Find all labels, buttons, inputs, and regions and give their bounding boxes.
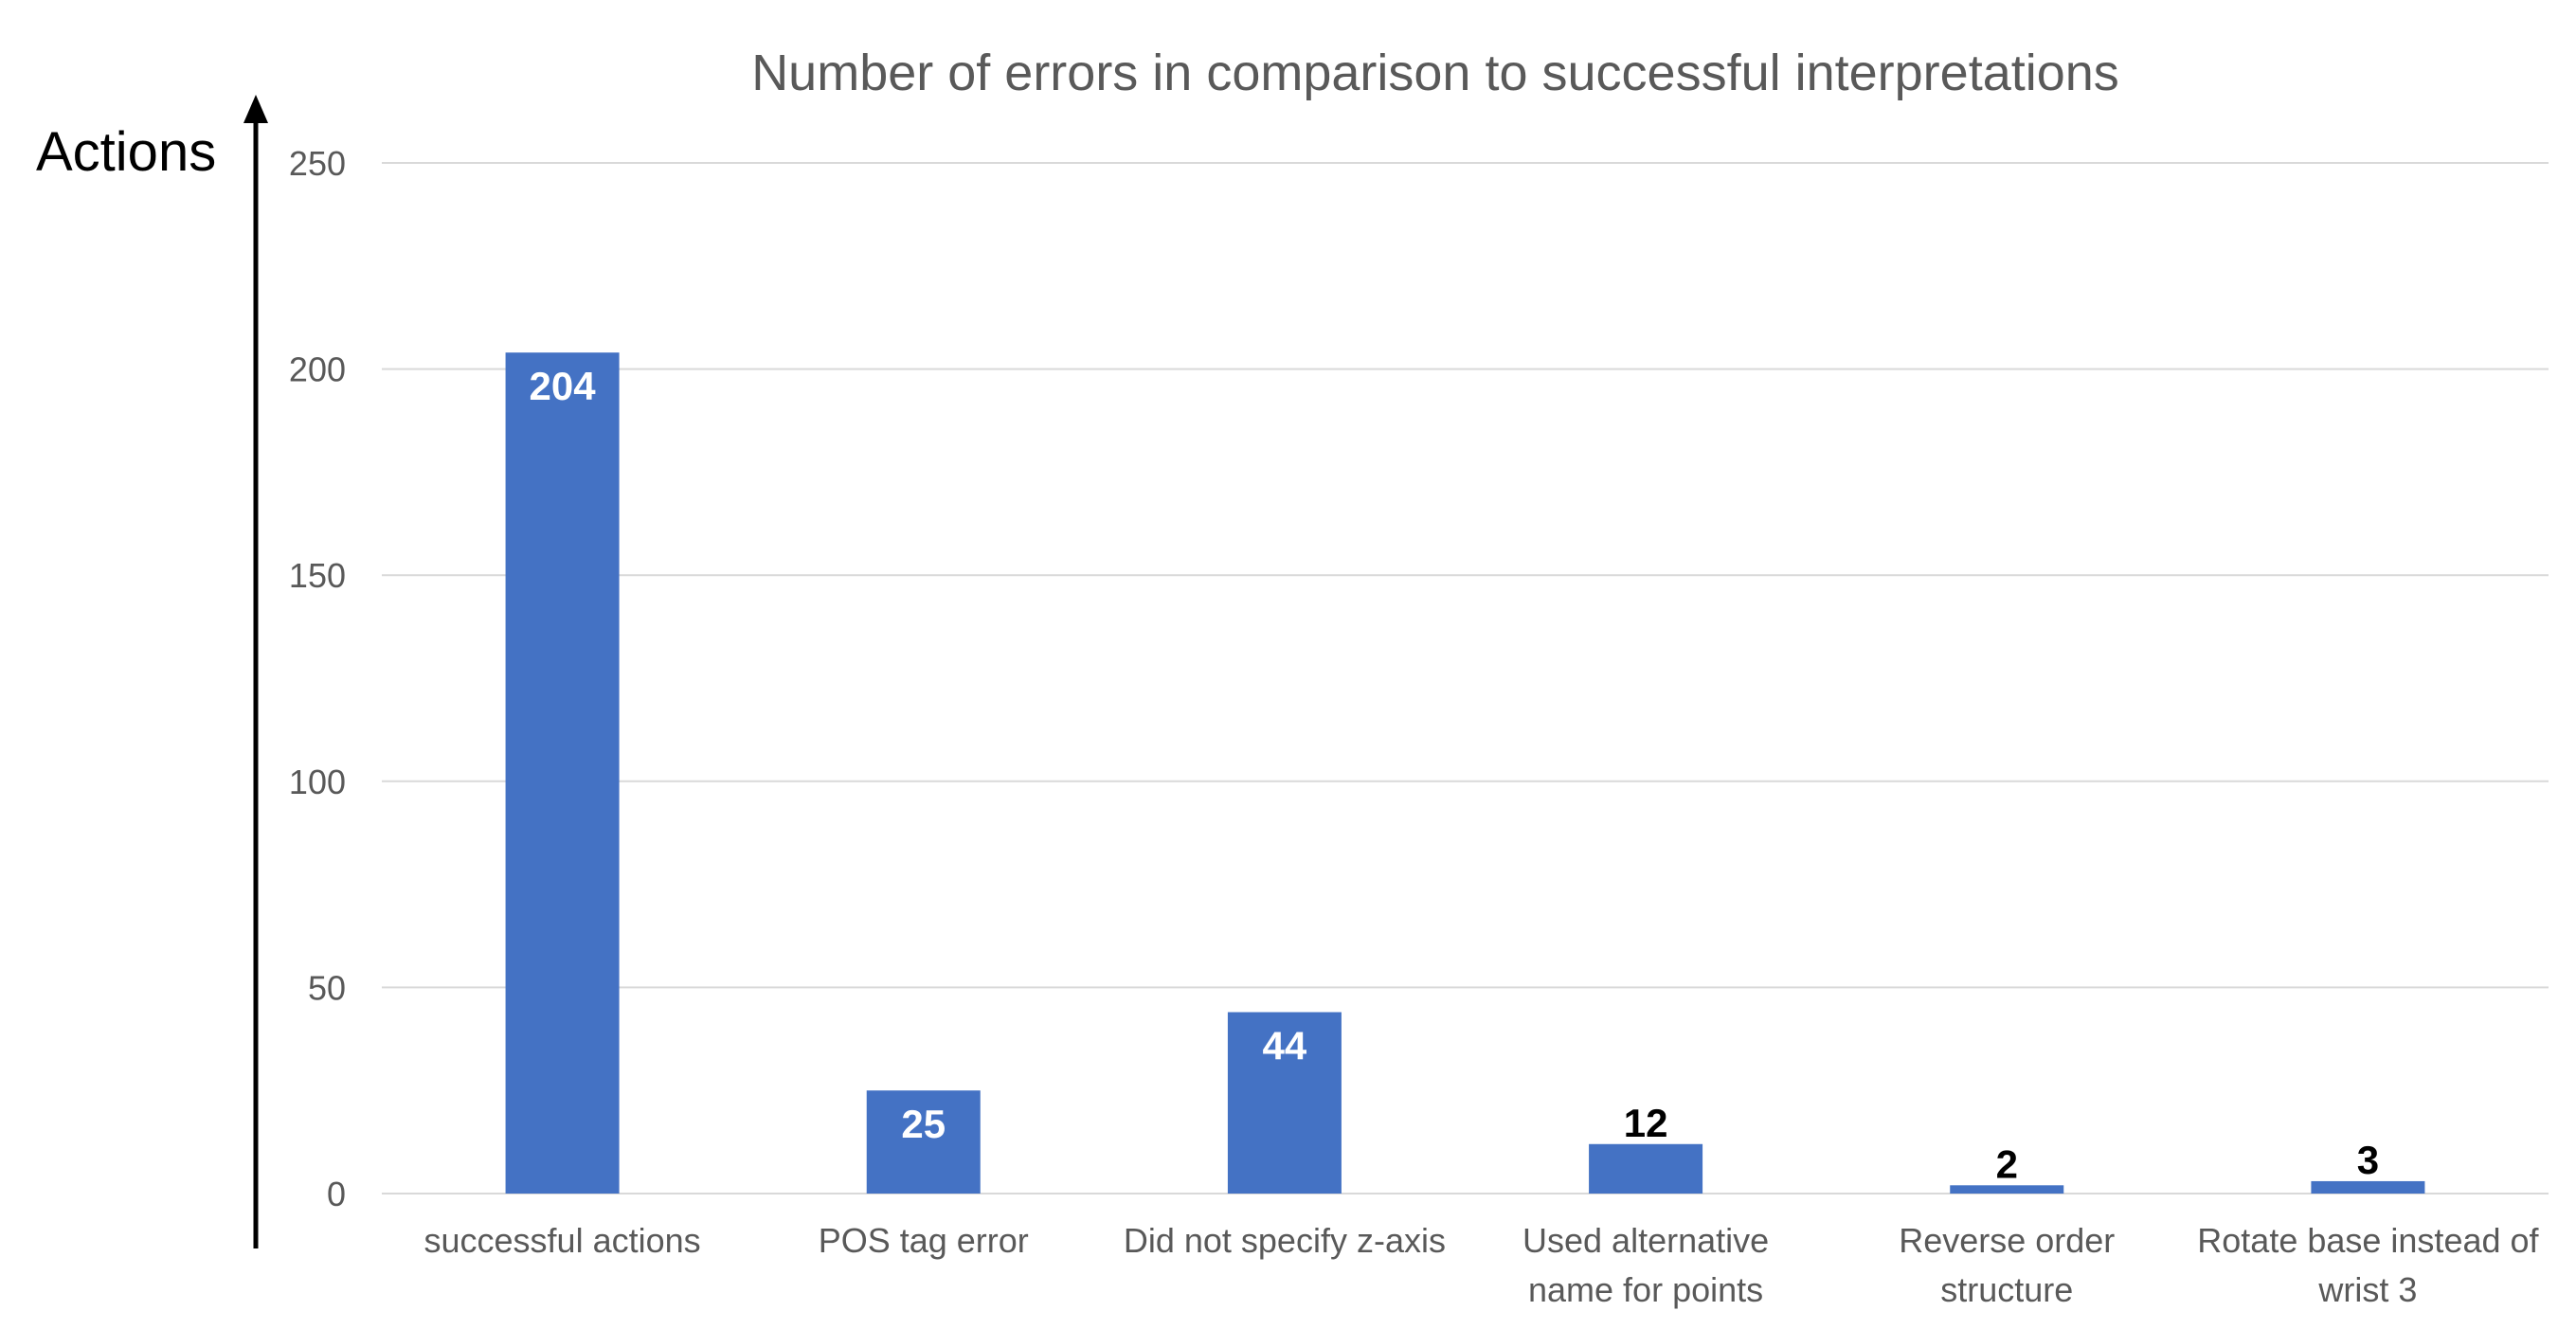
category-label-6-line-1: Rotate base instead of <box>2197 1221 2539 1260</box>
data-label-2: 25 <box>901 1102 946 1146</box>
y-axis-arrow <box>243 95 268 1248</box>
y-tick-label-150: 150 <box>289 556 346 595</box>
category-label-4-line-1: Used alternative <box>1522 1221 1769 1260</box>
bar-4 <box>1589 1143 1703 1194</box>
category-label-1-line-1: successful actions <box>424 1221 701 1260</box>
category-label-4-line-2: name for points <box>1528 1270 1763 1309</box>
data-label-4: 12 <box>1624 1101 1668 1145</box>
data-label-5: 2 <box>1996 1141 2018 1186</box>
category-label-4: Used alternative name for points <box>1522 1221 1769 1309</box>
y-axis-arrow-head <box>243 95 268 123</box>
y-tick-label-250: 250 <box>289 144 346 183</box>
category-label-1: successful actions <box>424 1221 701 1260</box>
chart-title: Number of errors in comparison to succes… <box>751 45 2119 101</box>
category-label-5-line-1: Reverse order <box>1899 1221 2115 1260</box>
bar-1 <box>505 352 620 1194</box>
data-label-6: 3 <box>2357 1138 2379 1182</box>
bar-5 <box>1950 1185 2064 1194</box>
category-labels: successful actions POS tag error Did not s… <box>424 1221 2540 1309</box>
data-labels: 204 25 44 12 2 3 <box>530 364 2380 1186</box>
y-tick-labels: 0 50 100 150 200 250 <box>289 144 346 1213</box>
category-label-3: Did not specify z-axis <box>1124 1221 1446 1260</box>
category-label-2-line-1: POS tag error <box>819 1221 1029 1260</box>
data-label-3: 44 <box>1263 1024 1307 1069</box>
data-label-1: 204 <box>530 364 597 408</box>
category-label-2: POS tag error <box>819 1221 1029 1260</box>
bar-3 <box>1227 1012 1342 1194</box>
y-tick-label-200: 200 <box>289 350 346 389</box>
bar-6 <box>2311 1180 2425 1194</box>
bars <box>505 352 2425 1194</box>
category-label-6-line-2: wrist 3 <box>2317 1270 2417 1309</box>
category-label-6: Rotate base instead of wrist 3 <box>2197 1221 2539 1309</box>
y-axis-label: Actions <box>36 121 216 183</box>
category-label-5: Reverse order structure <box>1899 1221 2115 1309</box>
y-tick-label-100: 100 <box>289 763 346 801</box>
category-label-3-line-1: Did not specify z-axis <box>1124 1221 1446 1260</box>
category-label-5-line-2: structure <box>1940 1270 2073 1309</box>
gridlines <box>382 162 2549 1194</box>
bar-2 <box>866 1090 981 1194</box>
y-tick-label-50: 50 <box>308 968 346 1007</box>
y-tick-label-0: 0 <box>327 1175 346 1213</box>
